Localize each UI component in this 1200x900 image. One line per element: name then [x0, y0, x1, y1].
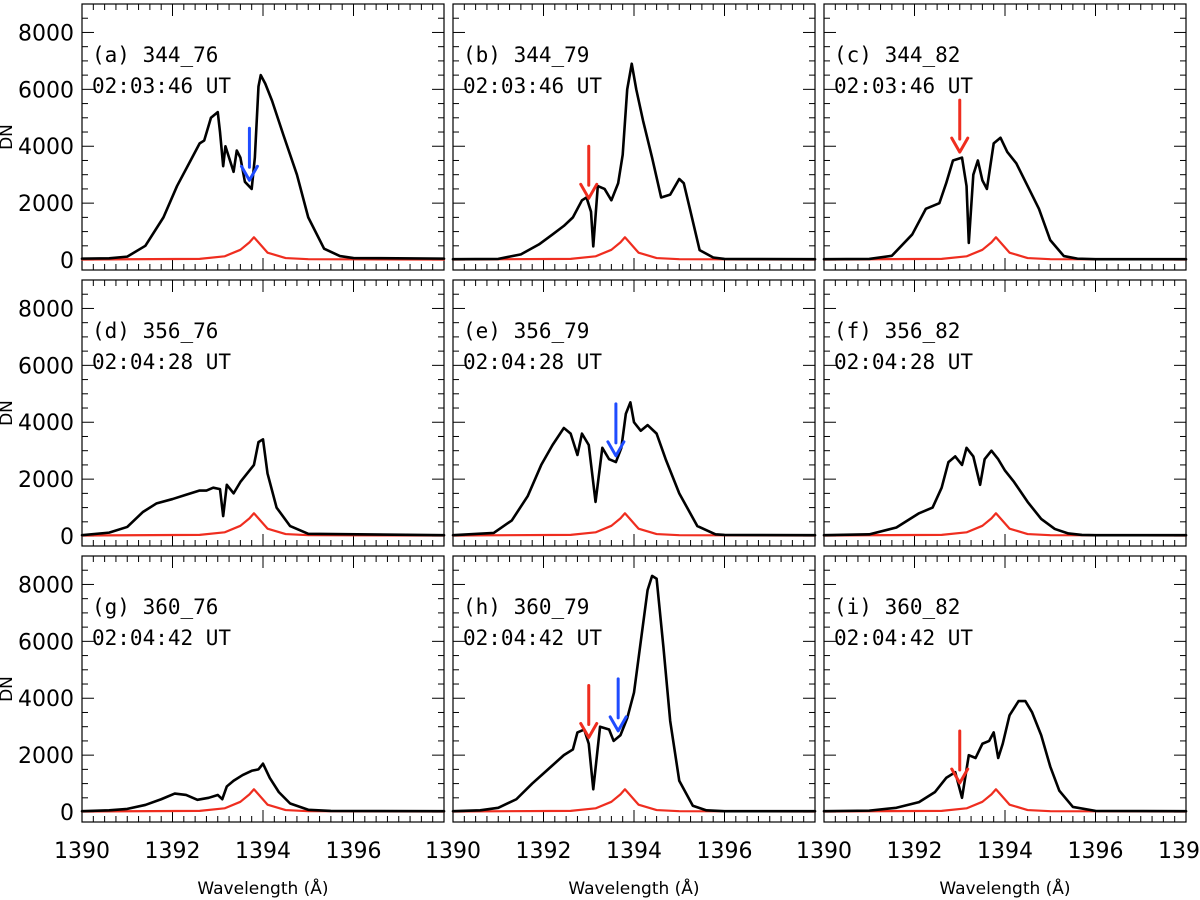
- y-tick-label: 6000: [18, 630, 74, 655]
- x-tick-label: 1398: [1158, 839, 1200, 864]
- panel-time-i: 02:04:42 UT: [834, 626, 973, 650]
- panel-title-c: (c) 344_82: [834, 43, 960, 67]
- panel-h: (h) 360_79 02:04:42 UT 1390 1392 1394 1396 Wav…: [425, 555, 817, 899]
- panel-e: (e) 356_79 02:04:28 UT: [451, 279, 817, 547]
- panel-i: (i) 360_82 02:04:42 UT 1390 1392 1394 1396 139…: [796, 555, 1200, 899]
- panel-title-d: (d) 356_76: [92, 319, 218, 343]
- reference-series-h: [451, 788, 817, 813]
- y-axis-label-g: DN: [0, 676, 17, 702]
- marker-arrow-e-1: [606, 402, 626, 458]
- marker-arrow-b-1: [579, 144, 599, 200]
- reference-series-b: [451, 236, 817, 261]
- observed-series-g: [80, 762, 446, 813]
- marker-arrow-head: [950, 767, 970, 785]
- panel-title-e: (e) 356_79: [463, 319, 589, 343]
- panel-title-g: (g) 360_76: [92, 595, 218, 619]
- y-axis-label-d: DN: [0, 400, 17, 426]
- x-axis-label-i: Wavelength (Å): [939, 877, 1070, 899]
- x-tick-label: 1394: [977, 839, 1033, 864]
- y-tick-label: 6000: [18, 354, 74, 379]
- reference-series-a: [80, 236, 446, 261]
- observed-series-b: [451, 62, 817, 261]
- panel-b: (b) 344_79 02:03:46 UT: [451, 3, 817, 271]
- x-tick-label: 1392: [887, 839, 943, 864]
- observed-series-h: [451, 574, 817, 813]
- x-tick-label: 1394: [235, 839, 291, 864]
- panel-time-h: 02:04:42 UT: [463, 626, 602, 650]
- panel-time-a: 02:03:46 UT: [92, 74, 231, 98]
- marker-arrow-head: [579, 182, 599, 200]
- observed-series-a: [80, 73, 446, 260]
- panel-a: (a) 344_76 02:03:46 UT 0 2000 4000 6000 8000 DN: [0, 3, 446, 274]
- reference-series-g: [80, 788, 446, 813]
- y-tick-label: 0: [60, 249, 74, 274]
- panel-title-a: (a) 344_76: [92, 43, 218, 67]
- y-tick-label: 4000: [18, 411, 74, 436]
- panel-title-b: (b) 344_79: [463, 43, 589, 67]
- y-tick-label: 4000: [18, 135, 74, 160]
- panel-c: (c) 344_82 02:03:46 UT: [822, 3, 1188, 271]
- y-tick-label: 0: [60, 525, 74, 550]
- marker-arrow-head: [608, 715, 628, 733]
- marker-arrow-head: [606, 440, 626, 458]
- panel-time-e: 02:04:28 UT: [463, 350, 602, 374]
- y-tick-label: 8000: [18, 297, 74, 322]
- observed-series-d: [80, 438, 446, 537]
- x-axis-label-h: Wavelength (Å): [568, 877, 699, 899]
- panel-time-g: 02:04:42 UT: [92, 626, 231, 650]
- panel-title-i: (i) 360_82: [834, 595, 960, 619]
- y-tick-label: 6000: [18, 78, 74, 103]
- observed-series-c: [822, 136, 1188, 261]
- y-tick-label: 8000: [18, 573, 74, 598]
- reference-series-e: [451, 512, 817, 537]
- reference-series-c: [822, 236, 1188, 261]
- y-tick-label: 8000: [18, 21, 74, 46]
- x-tick-label: 1390: [54, 839, 110, 864]
- panel-title-h: (h) 360_79: [463, 595, 589, 619]
- marker-arrow-c-1: [950, 98, 970, 154]
- x-tick-label: 1390: [796, 839, 852, 864]
- x-tick-label: 1390: [425, 839, 481, 864]
- panel-time-d: 02:04:28 UT: [92, 350, 231, 374]
- observed-series-i: [822, 699, 1188, 813]
- reference-series-d: [80, 512, 446, 537]
- y-axis-label-a: DN: [0, 124, 17, 150]
- reference-series-i: [822, 788, 1188, 813]
- marker-arrow-h-1: [579, 684, 599, 740]
- y-tick-label: 2000: [18, 744, 74, 769]
- panel-time-c: 02:03:46 UT: [834, 74, 973, 98]
- reference-series-f: [822, 512, 1188, 537]
- panel-g: (g) 360_76 02:04:42 UT 0 2000 4000 6000 8000 DN…: [0, 555, 446, 899]
- x-tick-label: 1394: [606, 839, 662, 864]
- y-tick-label: 4000: [18, 687, 74, 712]
- marker-arrow-a-1: [239, 126, 259, 182]
- x-tick-label: 1396: [1068, 839, 1124, 864]
- panel-title-f: (f) 356_82: [834, 319, 960, 343]
- marker-arrow-h-2: [608, 677, 628, 733]
- y-tick-label: 0: [60, 801, 74, 826]
- marker-arrow-head: [950, 136, 970, 154]
- observed-series-e: [451, 401, 817, 537]
- observed-series-f: [822, 446, 1188, 537]
- x-tick-label: 1396: [326, 839, 382, 864]
- x-axis-label-g: Wavelength (Å): [197, 877, 328, 899]
- panel-d: (d) 356_76 02:04:28 UT 0 2000 4000 6000 8000 DN: [0, 279, 446, 550]
- y-tick-label: 2000: [18, 468, 74, 493]
- panel-time-b: 02:03:46 UT: [463, 74, 602, 98]
- x-tick-label: 1392: [516, 839, 572, 864]
- marker-arrow-head: [579, 722, 599, 740]
- x-tick-label: 1396: [697, 839, 753, 864]
- panel-time-f: 02:04:28 UT: [834, 350, 973, 374]
- x-tick-label: 1392: [145, 839, 201, 864]
- panel-f: (f) 356_82 02:04:28 UT: [822, 279, 1188, 547]
- marker-arrow-head: [239, 164, 259, 182]
- marker-arrow-i-1: [950, 729, 970, 785]
- y-tick-label: 2000: [18, 192, 74, 217]
